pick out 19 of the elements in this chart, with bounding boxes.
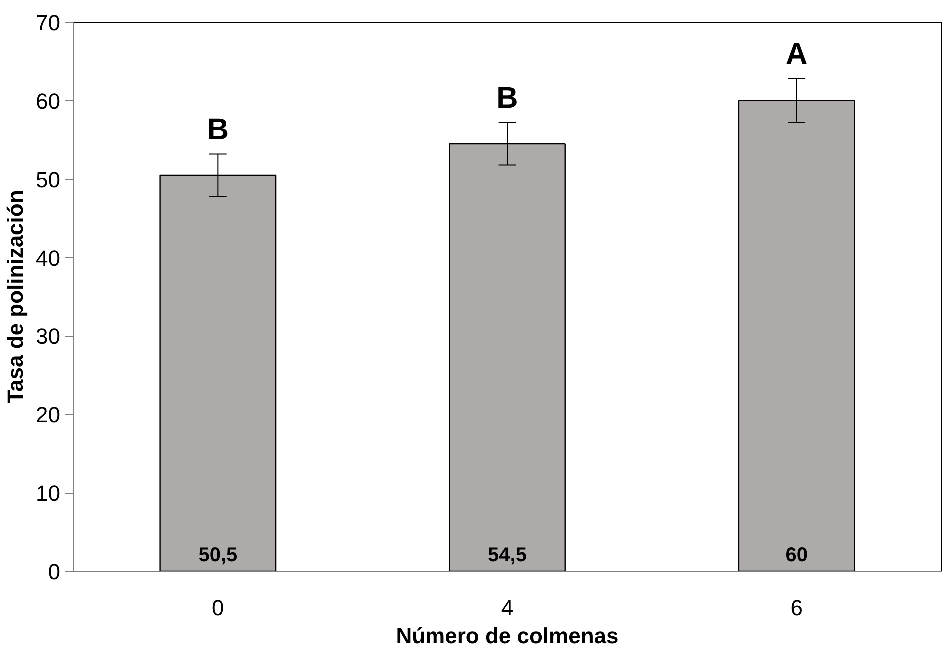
annotation: A [786,38,808,71]
x-tick-label: 4 [501,596,514,620]
y-tick-label: 0 [48,560,61,584]
y-tick-label: 40 [36,246,61,271]
x-axis-title: Número de colmenas [396,624,619,648]
y-tick-label: 20 [36,402,61,428]
y-axis-title: Tasa de polinización [3,190,28,404]
data-label: 60 [786,544,808,566]
x-tick-label: 0 [212,596,224,620]
y-tick-label: 60 [36,88,61,114]
data-label: 54,5 [488,544,527,566]
y-tick-label: 30 [36,324,61,350]
annotation: B [496,82,518,115]
annotation: B [207,113,230,146]
y-tick-label: 70 [36,10,61,36]
data-label: 50,5 [198,544,238,566]
x-tick-label: 6 [790,596,803,620]
y-tick-label: 10 [36,481,61,506]
y-tick-label: 50 [36,167,61,192]
